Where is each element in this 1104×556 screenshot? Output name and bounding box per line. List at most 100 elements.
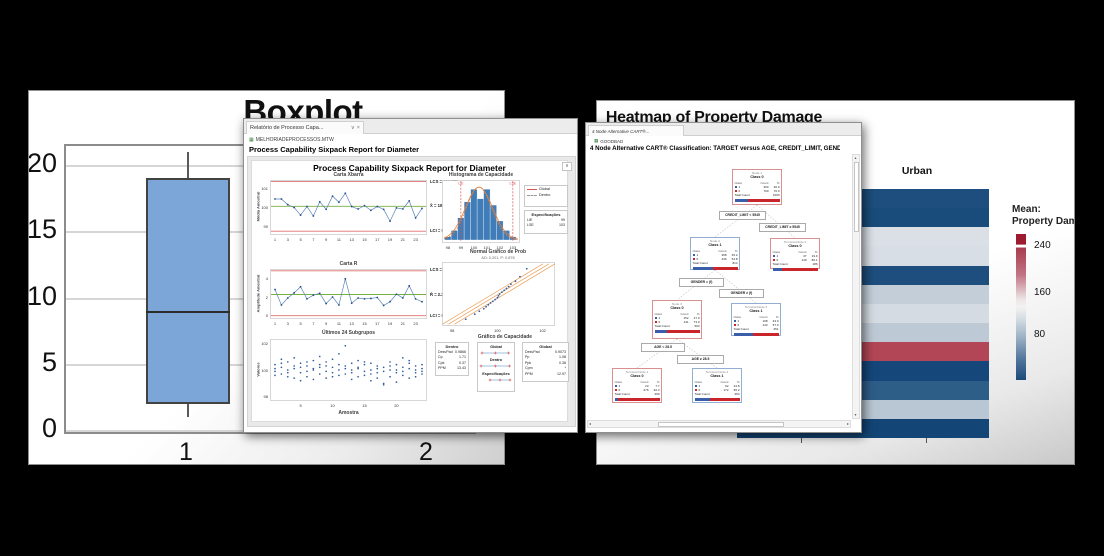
node-table-header: Class Count% (654, 311, 700, 316)
x-tick-label: 99 (458, 245, 464, 250)
tree-split-label: AGE < 28.5 (641, 343, 685, 352)
boxplot-x-tick-label: 2 (419, 438, 433, 465)
y-tick-label: 98 (263, 394, 268, 400)
legend-global-line (527, 188, 537, 190)
svg-text:LIE: LIE (458, 182, 464, 186)
cart-tab-bar: 4 Node Alternative CART®... (586, 123, 861, 136)
node-class-label: Class 0 (670, 306, 684, 311)
x-tick-label: 15 (362, 403, 367, 408)
cart-worksheet-link[interactable]: ▦ GOODBAD (594, 138, 623, 144)
node-total-count: Total Count 814 (692, 260, 738, 265)
boxplot-upper-whisker (187, 151, 189, 179)
xbar-lcl-label: LCI = 98.751 (430, 227, 455, 233)
heatmap-cell (863, 418, 989, 439)
x-tick-label: 11 (336, 237, 341, 242)
node-table-row: 1 368 45.2 (692, 253, 738, 257)
cart-tab-label: 4 Node Alternative CART®... (592, 128, 650, 134)
stat-row: Pp 1.08 (525, 355, 566, 360)
report-collapse-chevron[interactable]: ∨ (562, 162, 572, 171)
x-tick-label: 1 (273, 237, 277, 242)
y-tick-label: 2 (265, 294, 268, 300)
x-tick-label: 5 (299, 321, 302, 326)
stat-row: PPM 13.43 (438, 366, 466, 371)
node-bar-class1 (692, 266, 713, 271)
heatmap-legend-tick: 80 (1034, 329, 1046, 340)
stat-row: Cpk 0.37 (438, 360, 466, 365)
rchart-center-label: R̄ = 2.271 (430, 292, 449, 297)
minitab-report-window[interactable]: Relatório de Processo Capa... ∨ × ▦ MELH… (243, 118, 578, 433)
stat-row: DesvPad 0.9866 (438, 350, 466, 354)
x-tick-label: 19 (387, 237, 393, 242)
rchart-lcl-label: LCI = 0 (430, 313, 444, 318)
node-id-label: Terminal Node 4 (783, 239, 807, 244)
x-tick-label: 101 (483, 245, 491, 250)
cart-heading: 4 Node Alternative CART® Classification:… (590, 145, 840, 152)
subgroups-x-ticks: 5 10 15 20 (270, 403, 427, 408)
report-title: Process Capability Sixpack Report for Di… (313, 163, 506, 173)
node-bar-class0 (781, 267, 818, 272)
heatmap-x-tick (801, 438, 802, 443)
x-tick-label: 5 (299, 237, 302, 242)
minitab-tab-label: Relatório de Processo Capa... (250, 125, 324, 131)
node-id-label: Terminal Node 3 (744, 304, 768, 309)
minitab-report-tab[interactable]: Relatório de Processo Capa... ∨ × (246, 121, 364, 134)
boxplot-y-tick-label: 20 (28, 148, 58, 178)
heatmap-cell (863, 265, 989, 285)
subgroups-title: Últimos 24 Subgrupos (321, 330, 376, 336)
node-class-bar (694, 397, 740, 402)
vertical-scrollbar-thumb[interactable] (853, 162, 859, 232)
heatmap-cell (863, 342, 989, 362)
boxplot-box (146, 178, 230, 404)
tab-collapse-icon[interactable]: ∨ (350, 125, 355, 131)
x-tick-label: 13 (349, 237, 354, 242)
boxplot-x-tick-label: 1 (179, 438, 193, 465)
node-total-count: Total Count 251 (733, 326, 779, 331)
x-tick-label: 98 (445, 245, 451, 250)
xbar-chart (270, 180, 427, 235)
boxplot-y-tick-label: 10 (28, 280, 58, 311)
x-tick-label: 7 (312, 237, 315, 242)
tree-node: Terminal Node 3 Class 1 Class Count% 1 108 43.… (731, 303, 781, 337)
x-tick-label: 3 (286, 321, 289, 326)
xbar-y-ticks: 99 100 101 (260, 180, 269, 235)
probplot-x-ticks: 98 100 102 (442, 328, 555, 333)
cart-window[interactable]: 4 Node Alternative CART®... ▦ GOODBAD 4 … (585, 122, 862, 433)
node-table-row: 0 143 57.0 (733, 323, 779, 327)
node-bar-class1 (654, 329, 667, 334)
node-class-bar (654, 329, 700, 334)
node-total-count: Total Count 1000 (734, 192, 780, 197)
rchart-ucl-label: LCS = 4.801 (430, 267, 454, 272)
boxplot-lower-whisker (187, 403, 189, 417)
tree-node: Node 1 Class 0 Class Count% 1 300 30.0 0 700 70.0… (732, 169, 782, 205)
intervals-box: Global Dentro Especificações (477, 342, 515, 392)
spec-title: Especificações (531, 212, 561, 217)
histogram-x-ticks: 98 99 100 101 102 103 (442, 245, 520, 250)
y-tick-label: 0 (265, 313, 268, 319)
x-tick-label: 5 (299, 403, 302, 408)
node-table-header: Class Count% (694, 379, 740, 384)
node-id-label: Terminal Node 1 (625, 369, 649, 374)
svg-text:LSE: LSE (510, 182, 517, 186)
node-class-label: Class 1 (749, 309, 763, 314)
node-bar-class0 (752, 332, 779, 337)
horizontal-scrollbar-thumb[interactable] (658, 421, 784, 427)
heatmap-cell (863, 399, 989, 419)
node-table-row: 0 411 73.0 (654, 320, 700, 324)
vertical-scrollbar[interactable]: ▴ ▾ (852, 154, 860, 419)
cart-tab[interactable]: 4 Node Alternative CART®... (588, 125, 684, 136)
boxplot-y-tick-label: 5 (41, 346, 57, 377)
tab-close-icon[interactable]: × (356, 125, 360, 131)
worksheet-link[interactable]: ▦ MELHORIADEPROCESSOS.MTW (249, 137, 334, 143)
stat-row: Ppk 0.36 (525, 360, 566, 365)
node-bar-class0 (712, 266, 738, 271)
node-class-table: Class Count% 1 92 34.8 0 172 65.2 (694, 379, 740, 393)
heatmap-cell (863, 189, 989, 209)
node-table-row: 1 300 30.0 (734, 185, 780, 189)
subgroups-chart (270, 339, 427, 401)
global-stats-title: Global (539, 344, 552, 349)
heatmap-legend-title: Mean: (1012, 204, 1041, 215)
tree-node: Terminal Node 4 Class 0 Class Count% 1 37 19.9… (770, 238, 820, 272)
x-tick-label: 102 (539, 328, 546, 333)
horizontal-scrollbar[interactable]: ◂ ▸ (587, 420, 851, 428)
node-bar-class0 (666, 329, 700, 334)
